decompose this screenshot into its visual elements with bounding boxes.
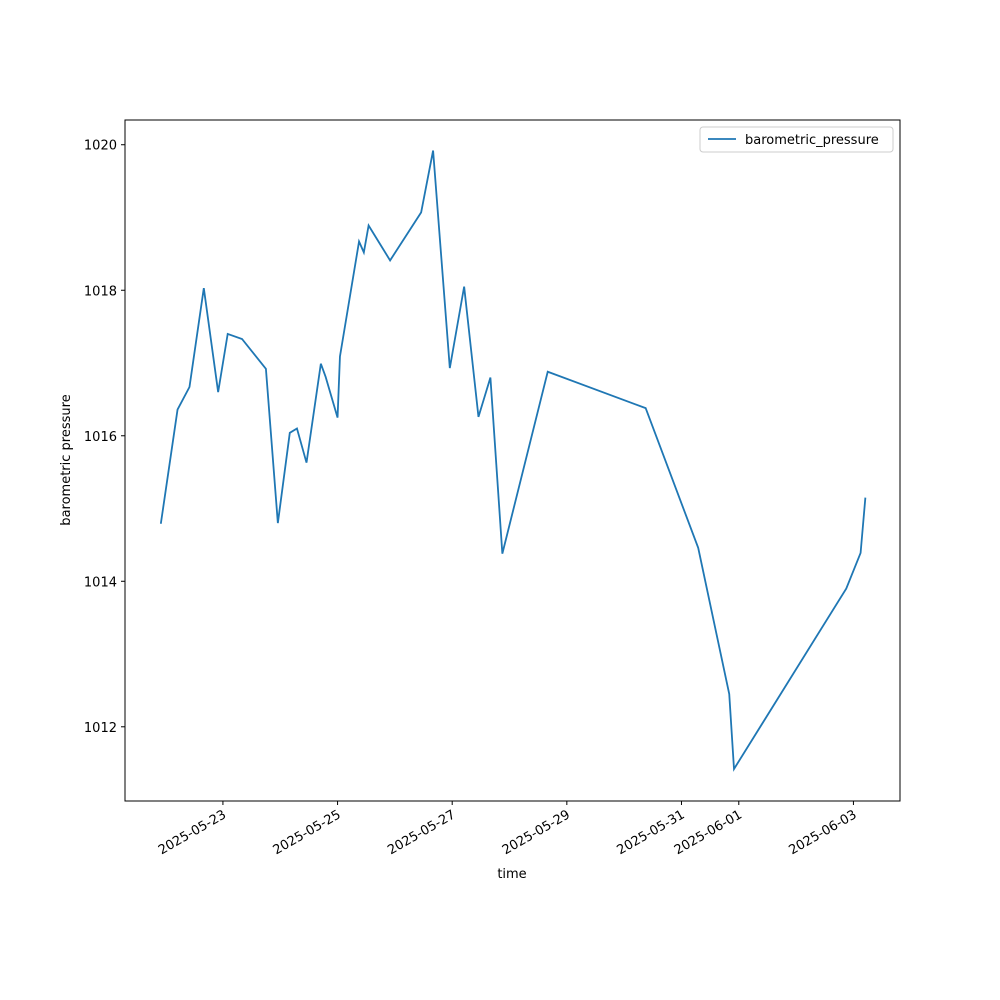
y-axis-label: barometric pressure [59,394,74,525]
y-tick-label: 1014 [84,575,117,590]
y-tick-label: 1018 [84,284,117,299]
y-tick-label: 1012 [84,721,117,736]
plot-frame [124,119,901,802]
x-tick-label: 2025-05-23 [156,807,229,858]
y-tick-label: 1016 [84,430,117,445]
legend-label: barometric_pressure [745,133,879,148]
x-tick-label: 2025-05-29 [500,807,573,858]
x-tick-label: 2025-05-25 [271,807,344,858]
line-series [159,150,867,772]
y-tick-label: 1020 [84,139,117,154]
legend-box [699,126,894,153]
x-tick-label: 2025-05-27 [385,807,458,858]
x-tick-label: 2025-06-03 [786,807,859,858]
x-axis-label: time [497,867,526,882]
